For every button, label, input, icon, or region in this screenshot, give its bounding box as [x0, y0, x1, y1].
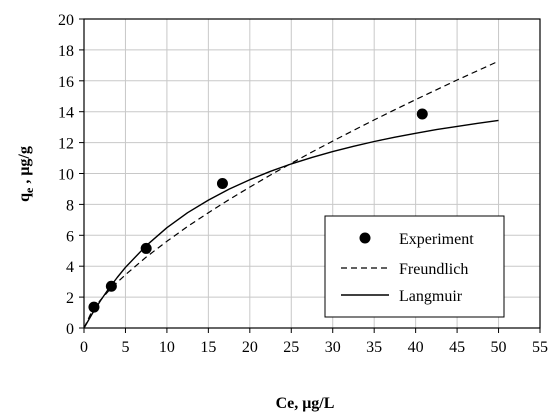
x-tick-label: 50: [491, 339, 507, 356]
x-tick-label: 40: [408, 339, 424, 356]
data-point-experiment: [416, 108, 428, 120]
y-tick-label: 20: [58, 12, 74, 29]
y-tick-label: 2: [66, 290, 74, 307]
legend-label-experiment: Experiment: [399, 231, 474, 248]
y-axis-ticks: 0 2 4 6 8 10 12 14 16 18 20: [58, 12, 84, 338]
y-tick-label: 0: [66, 321, 74, 338]
y-tick-label: 12: [58, 136, 74, 153]
x-tick-label: 55: [532, 339, 548, 356]
y-axis-label-rest: , μg/g: [16, 146, 33, 188]
legend: Experiment Freundlich Langmuir: [324, 215, 505, 318]
series-line-langmuir: [83, 119, 499, 329]
x-tick-label: 0: [80, 339, 88, 356]
series-line-freundlich: [83, 60, 499, 329]
y-tick-label: 14: [58, 105, 74, 122]
x-tick-label: 30: [325, 339, 341, 356]
y-tick-label: 8: [66, 197, 74, 214]
x-tick-label: 15: [200, 339, 216, 356]
y-axis-label: qe , μg/g: [16, 146, 36, 202]
y-axis-label-main: q: [16, 193, 33, 202]
data-point-experiment: [140, 242, 152, 254]
y-axis-label-subscript: e: [22, 187, 36, 193]
x-tick-label: 25: [283, 339, 299, 356]
x-axis-label: Ce, μg/L: [276, 395, 335, 412]
data-point-experiment: [216, 178, 228, 190]
legend-label-langmuir: Langmuir: [399, 288, 463, 305]
y-tick-label: 10: [58, 167, 74, 184]
y-tick-label: 4: [66, 259, 74, 276]
x-axis-ticks: 0 5 10 15 20 25 30 35 40 45 50 55: [80, 328, 548, 356]
x-tick-label: 20: [242, 339, 258, 356]
x-tick-label: 10: [159, 339, 175, 356]
legend-label-freundlich: Freundlich: [399, 261, 468, 278]
y-tick-label: 18: [58, 43, 74, 60]
data-point-experiment: [88, 301, 100, 313]
x-tick-label: 5: [121, 339, 129, 356]
plot-series: [83, 60, 499, 329]
legend-marker-experiment: [359, 232, 371, 244]
y-tick-label: 6: [66, 228, 74, 245]
y-tick-label: 16: [58, 74, 74, 91]
x-tick-label: 35: [366, 339, 382, 356]
x-tick-label: 45: [449, 339, 465, 356]
legend-box: [324, 215, 505, 318]
